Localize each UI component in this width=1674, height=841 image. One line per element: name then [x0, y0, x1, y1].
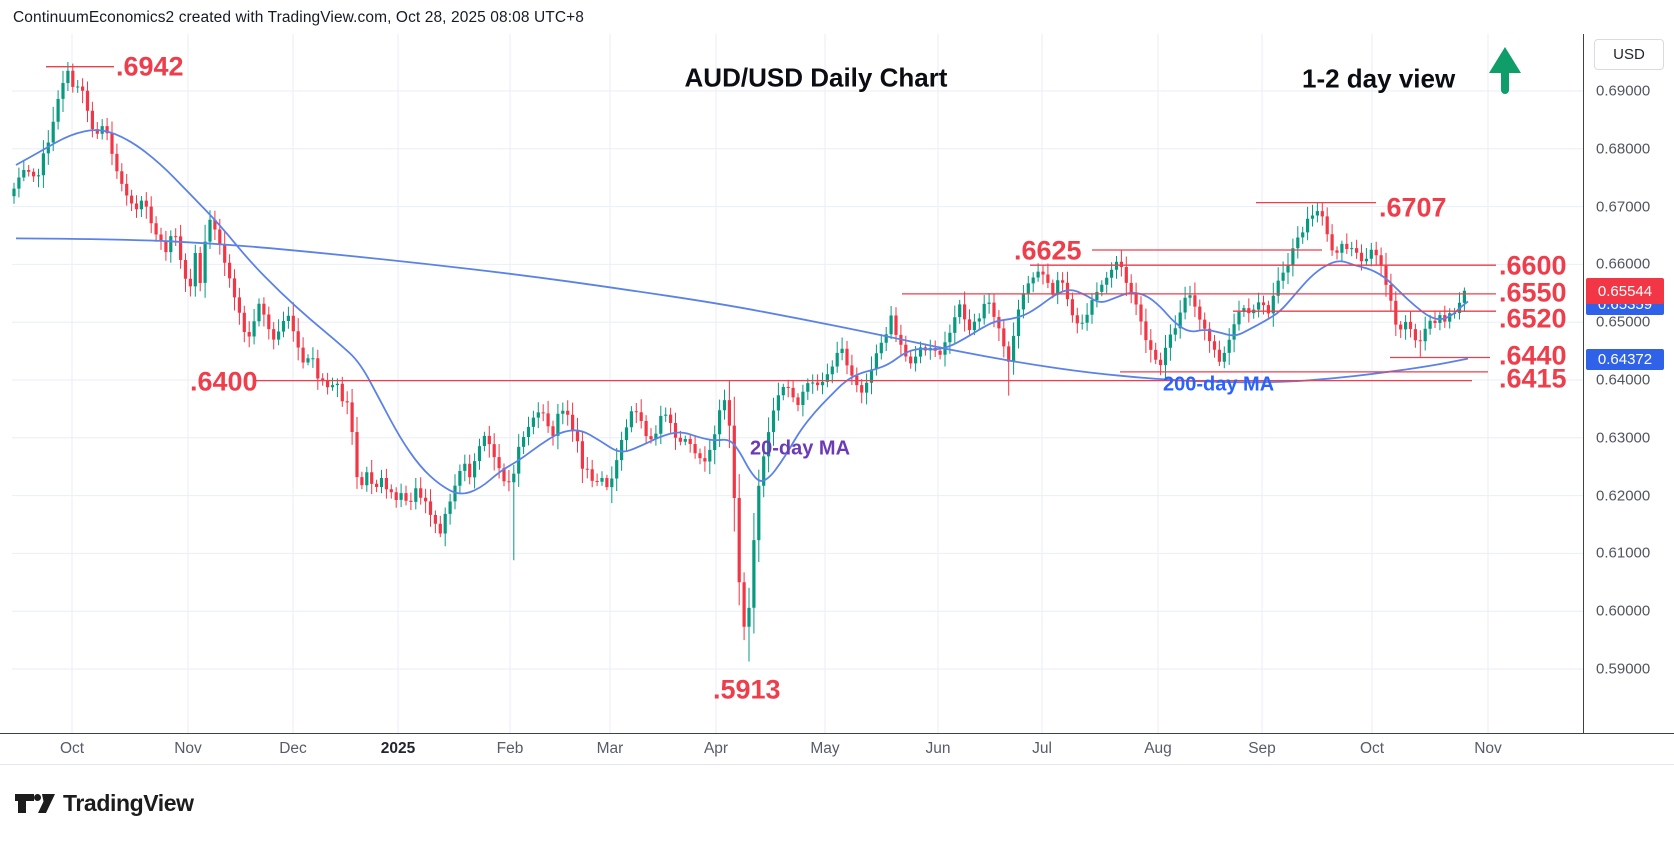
price-tick-0.60000: 0.60000 [1596, 602, 1651, 620]
price-tick-0.62000: 0.62000 [1596, 487, 1651, 505]
chart-title: AUD/USD Daily Chart [684, 62, 948, 93]
time-tick-Nov: Nov [1474, 740, 1502, 757]
currency-toggle-button[interactable]: USD [1594, 39, 1664, 70]
ma200-line[interactable] [15, 237, 1469, 384]
time-tick-Jun: Jun [925, 740, 951, 757]
time-tick-Mar: Mar [596, 740, 624, 757]
level-label-.6707[interactable]: .6707 [1379, 192, 1447, 223]
time-tick-Feb: Feb [496, 740, 524, 757]
price-tick-0.66000: 0.66000 [1596, 255, 1651, 273]
time-tick-Jul: Jul [1032, 740, 1052, 757]
price-tick-0.67000: 0.67000 [1596, 198, 1651, 216]
view-horizon-note: 1-2 day view [1302, 63, 1456, 94]
time-tick-Sep: Sep [1248, 740, 1276, 757]
price-tick-0.61000: 0.61000 [1596, 544, 1651, 562]
time-axis[interactable]: Oct Nov Dec 2025 Feb Mar Apr May Jun Jul Aug Sep Oct… [0, 733, 1674, 765]
watermark-credit: ContinuumEconomics2 created with Trading… [13, 9, 585, 26]
ma20-annotation-label: 20-day MA [750, 437, 851, 460]
level-label-.6400[interactable]: .6400 [190, 366, 258, 397]
level-label-.6600[interactable]: .6600 [1499, 250, 1567, 281]
time-tick-May: May [810, 740, 840, 757]
time-tick-Oct: Oct [1359, 740, 1385, 757]
level-label-.6550[interactable]: .6550 [1499, 277, 1567, 308]
ma20-line[interactable] [15, 129, 1469, 495]
last-price-badge: 0.65544 [1586, 278, 1664, 304]
tradingview-logo[interactable]: TradingView [15, 790, 194, 817]
ma200-price-badge: 0.64372 [1586, 349, 1664, 370]
level-label-.6942[interactable]: .6942 [116, 51, 184, 82]
time-tick-Apr: Apr [703, 740, 729, 757]
time-tick-Dec: Dec [279, 740, 307, 757]
tradingview-logo-icon [15, 794, 55, 813]
ma200-annotation-label: 200-day MA [1163, 373, 1275, 396]
level-label-.6625[interactable]: .6625 [1014, 235, 1082, 266]
tradingview-logo-text: TradingView [63, 790, 194, 816]
level-label-.5913[interactable]: .5913 [713, 674, 781, 705]
price-tick-0.63000: 0.63000 [1596, 429, 1651, 447]
up-arrow-head-icon [1489, 47, 1521, 73]
time-tick-Oct: Oct [59, 740, 85, 757]
level-label-.6440[interactable]: .6440 [1499, 340, 1567, 371]
price-tick-0.65000: 0.65000 [1596, 313, 1651, 331]
price-axis[interactable]: USD 0.69000 0.68000 0.67000 0.66000 0.65000 0… [1583, 34, 1674, 734]
time-tick-Aug: Aug [1144, 740, 1172, 757]
price-tick-0.69000: 0.69000 [1596, 82, 1651, 100]
price-tick-0.59000: 0.59000 [1596, 660, 1651, 678]
price-tick-0.64000: 0.64000 [1596, 371, 1651, 389]
level-label-.6415[interactable]: .6415 [1499, 363, 1567, 394]
time-tick-Nov: Nov [174, 740, 202, 757]
level-label-.6520[interactable]: .6520 [1499, 303, 1567, 334]
time-tick-2025: 2025 [380, 740, 416, 757]
price-tick-0.68000: 0.68000 [1596, 140, 1651, 158]
